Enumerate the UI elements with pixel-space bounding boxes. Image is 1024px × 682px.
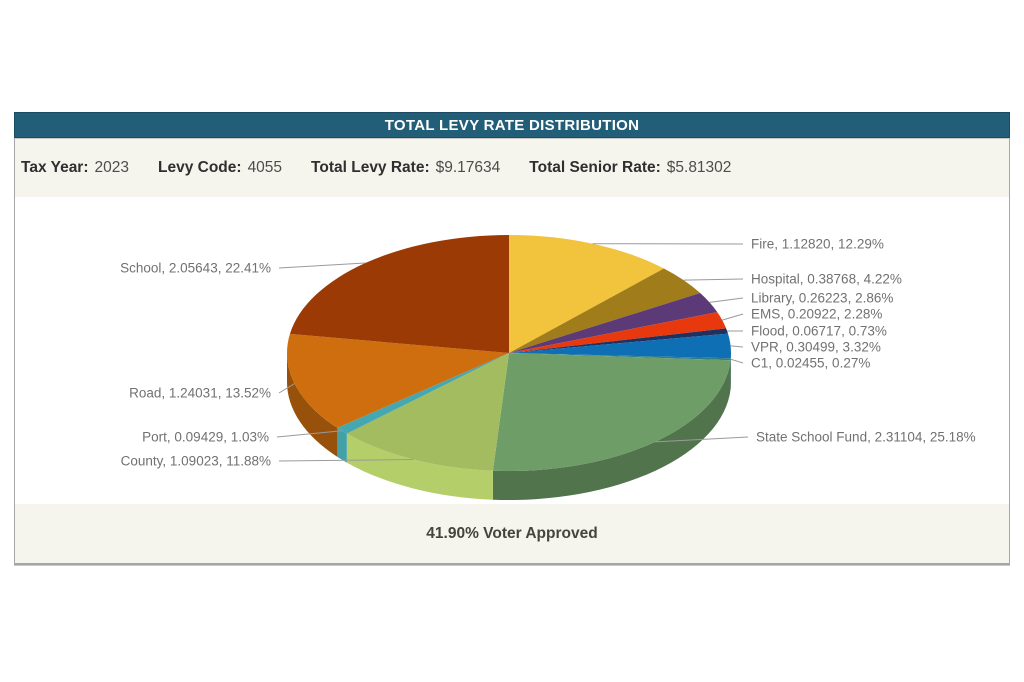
total-levy-rate-label: Total Levy Rate: — [311, 159, 430, 176]
pie-slice-school — [289, 235, 509, 353]
pie-slice-side-road — [287, 353, 338, 457]
pie-slice-c1 — [509, 353, 731, 361]
slice-label-ems: EMS, 0.20922, 2.28% — [751, 307, 882, 322]
callout-line-county — [278, 458, 414, 462]
voter-approved-row: 41.90% Voter Approved — [15, 504, 1009, 563]
callout-line-state-school-fund — [655, 436, 749, 443]
slice-label-hospital: Hospital, 0.38768, 4.22% — [751, 272, 902, 287]
slice-label-vpr: VPR, 0.30499, 3.32% — [751, 340, 881, 355]
levy-info-row: Tax Year: 2023 Levy Code: 4055 Total Levy … — [15, 139, 1009, 197]
slice-label-state-school-fund: State School Fund, 2.31104, 25.18% — [756, 430, 976, 445]
slice-label-road: Road, 1.24031, 13.52% — [129, 386, 271, 401]
tax-year-label: Tax Year: — [21, 159, 89, 176]
levy-code-label: Levy Code: — [158, 159, 242, 176]
pie-slice-side-port — [337, 427, 347, 463]
pie-slice-ems — [509, 312, 727, 353]
pie-slice-side-state-school-fund — [492, 360, 731, 501]
levy-pie-chart: Fire, 1.12820, 12.29% Hospital, 0.38768, … — [120, 235, 976, 501]
slice-label-county: County, 1.09023, 11.88% — [121, 454, 271, 469]
total-senior-rate-field: Total Senior Rate: $5.81302 — [529, 159, 731, 177]
tax-year-field: Tax Year: 2023 — [21, 159, 129, 177]
callout-line-hospital — [683, 278, 744, 281]
slice-label-port: Port, 0.09429, 1.03% — [142, 430, 269, 445]
pie-slice-hospital — [509, 268, 701, 353]
report-panel: Tax Year: 2023 Levy Code: 4055 Total Levy … — [14, 138, 1010, 565]
slice-label-school: School, 2.05643, 22.41% — [120, 261, 271, 276]
page-title: TOTAL LEVY RATE DISTRIBUTION — [384, 116, 640, 134]
slice-label-c1: C1, 0.02455, 0.27% — [751, 356, 870, 371]
total-levy-rate-value: $9.17634 — [435, 159, 501, 176]
callout-line-school — [278, 262, 366, 269]
callout-line-c1 — [730, 358, 744, 364]
total-levy-rate-field: Total Levy Rate: $9.17634 — [311, 159, 500, 177]
levy-report: TOTAL LEVY RATE DISTRIBUTION Tax Year: 20… — [14, 112, 1010, 565]
pie-slice-vpr — [509, 333, 731, 359]
callout-line-library — [709, 297, 744, 303]
pie-slice-flood — [509, 328, 729, 353]
slice-label-flood: Flood, 0.06717, 0.73% — [751, 324, 887, 339]
slice-label-library: Library, 0.26223, 2.86% — [751, 291, 893, 306]
pie-slice-state-school-fund — [492, 353, 731, 472]
levy-code-value: 4055 — [247, 159, 283, 176]
voter-approved-text: 41.90% Voter Approved — [426, 524, 598, 542]
pie-slice-side-county — [346, 433, 493, 500]
callout-line-road — [278, 383, 295, 394]
pie-slice-fire — [509, 235, 664, 353]
pie-chart-area: Fire, 1.12820, 12.29% Hospital, 0.38768, … — [15, 197, 1009, 504]
pie-slice-county — [346, 353, 509, 471]
pie-slice-port — [337, 353, 509, 434]
slice-label-fire: Fire, 1.12820, 12.29% — [751, 237, 884, 252]
total-senior-rate-label: Total Senior Rate: — [529, 159, 661, 176]
tax-year-value: 2023 — [94, 159, 129, 176]
report-title-bar: TOTAL LEVY RATE DISTRIBUTION — [14, 112, 1010, 138]
total-senior-rate-value: $5.81302 — [666, 159, 732, 176]
callout-line-ems — [722, 313, 744, 321]
pie-slice-road — [287, 333, 509, 428]
callout-line-port — [276, 430, 343, 438]
callout-line-vpr — [730, 345, 744, 348]
pie-slice-library — [509, 293, 718, 353]
levy-code-field: Levy Code: 4055 — [158, 159, 282, 177]
